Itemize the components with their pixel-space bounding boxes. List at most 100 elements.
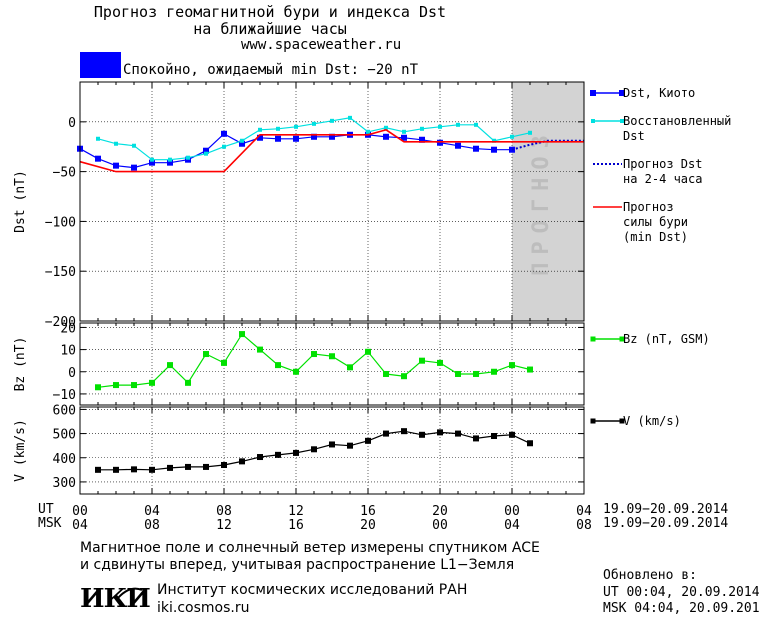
chart-title: Прогноз геомагнитной бури и индекса Dst	[93, 3, 447, 21]
iki-logo-mark	[117, 587, 143, 599]
data-point	[383, 133, 389, 140]
legend-marker	[590, 90, 596, 96]
website-link[interactable]: www.spaceweather.ru	[241, 37, 402, 53]
data-point	[132, 143, 136, 148]
legend-marker	[619, 336, 625, 342]
x-tick-label-ut: 00	[504, 504, 520, 519]
chart-subtitle: на ближайшие часы	[193, 20, 347, 38]
x-tick-label-msk: 12	[216, 518, 232, 533]
data-point	[258, 127, 262, 132]
date-range-ut: 19.09−20.09.2014	[603, 502, 729, 517]
ut-label: UT	[38, 502, 54, 517]
data-point	[455, 430, 461, 437]
y-tick-label: −150	[45, 265, 76, 280]
data-point	[509, 431, 515, 438]
y-tick-label: −50	[53, 166, 76, 181]
x-tick-label-ut: 20	[432, 504, 448, 519]
data-point	[257, 454, 263, 461]
data-point	[527, 366, 533, 373]
data-point	[474, 122, 478, 127]
data-point	[294, 124, 298, 129]
data-point	[329, 133, 335, 140]
series-line	[97, 333, 531, 388]
legend-dst-restored: Восстановленный Dst	[623, 114, 732, 143]
data-point	[239, 140, 245, 147]
legend-dst-kyoto: Dst, Киото	[623, 86, 696, 100]
updated-ut: UT 00:04, 20.09.2014	[603, 585, 760, 600]
measurement-note-2: и сдвинуты вперед, учитывая распростране…	[80, 557, 515, 573]
legend-marker	[619, 90, 625, 96]
iki-logo: ИКИ	[80, 584, 151, 614]
data-point	[239, 458, 245, 465]
data-point	[311, 446, 317, 453]
y-tick-label: 500	[53, 428, 76, 443]
data-point	[221, 462, 227, 468]
data-point	[113, 162, 119, 169]
y-tick-label: −100	[45, 215, 76, 230]
data-point	[221, 130, 227, 137]
data-point	[185, 379, 191, 386]
data-point	[330, 118, 334, 123]
data-point	[311, 133, 317, 140]
data-point	[491, 368, 497, 375]
data-point	[293, 368, 299, 375]
data-point	[527, 440, 533, 447]
legend-storm-forecast: Прогноз силы бури (min Dst)	[623, 200, 689, 244]
y-tick-label: 400	[53, 452, 76, 467]
x-tick-label-msk: 00	[432, 518, 448, 533]
legend-marker	[590, 336, 596, 342]
legend-bz: Bz (nT, GSM)	[623, 332, 710, 346]
y-tick-label: 600	[53, 403, 76, 418]
y-tick-label: 300	[53, 476, 76, 491]
data-point	[420, 126, 424, 131]
data-point	[347, 364, 353, 371]
y-tick-label: 20	[60, 321, 76, 336]
data-point	[221, 359, 227, 366]
data-point	[402, 129, 406, 134]
data-point	[456, 122, 460, 127]
legend-dst-forecast: Прогноз Dst на 2-4 часа	[623, 157, 703, 186]
legend-marker	[619, 418, 625, 424]
data-point	[383, 370, 389, 377]
data-point	[222, 144, 226, 149]
data-point	[167, 159, 173, 166]
data-point	[492, 138, 496, 143]
data-point	[131, 164, 137, 171]
y-tick-label: −10	[53, 388, 76, 403]
y-tick-label: 0	[68, 116, 76, 131]
x-tick-label-ut: 16	[360, 504, 376, 519]
x-tick-label-msk: 16	[288, 518, 304, 533]
data-point	[186, 155, 190, 160]
data-point	[149, 379, 155, 386]
institute-name: Институт космических исследований РАН	[157, 582, 468, 598]
y-axis-label: Bz (nT)	[13, 337, 28, 392]
data-point	[257, 346, 263, 353]
x-tick-label-msk: 08	[144, 518, 160, 533]
x-tick-label-ut: 04	[144, 504, 160, 519]
updated-msk: MSK 04:04, 20.09.2014	[603, 601, 760, 616]
status-text: Спокойно, ожидаемый min Dst: −20 nT	[123, 62, 419, 78]
data-point	[204, 151, 208, 156]
data-point	[239, 331, 245, 338]
data-point	[473, 145, 479, 152]
date-range-msk: 19.09−20.09.2014	[603, 516, 729, 531]
data-point	[276, 126, 280, 131]
institute-site[interactable]: iki.cosmos.ru	[157, 600, 250, 616]
data-point	[438, 124, 442, 129]
plot-frame	[79, 406, 585, 495]
status-swatch	[80, 52, 121, 78]
data-point	[437, 429, 443, 436]
data-point	[203, 147, 209, 154]
data-point	[95, 155, 101, 162]
data-point	[509, 146, 515, 153]
series-line	[511, 139, 584, 151]
data-point	[509, 362, 515, 369]
data-point	[401, 428, 407, 435]
updated-label: Обновлено в:	[603, 568, 697, 583]
data-point	[437, 359, 443, 366]
data-point	[240, 138, 244, 143]
data-point	[131, 382, 137, 389]
data-point	[383, 430, 389, 437]
data-point	[419, 357, 425, 364]
